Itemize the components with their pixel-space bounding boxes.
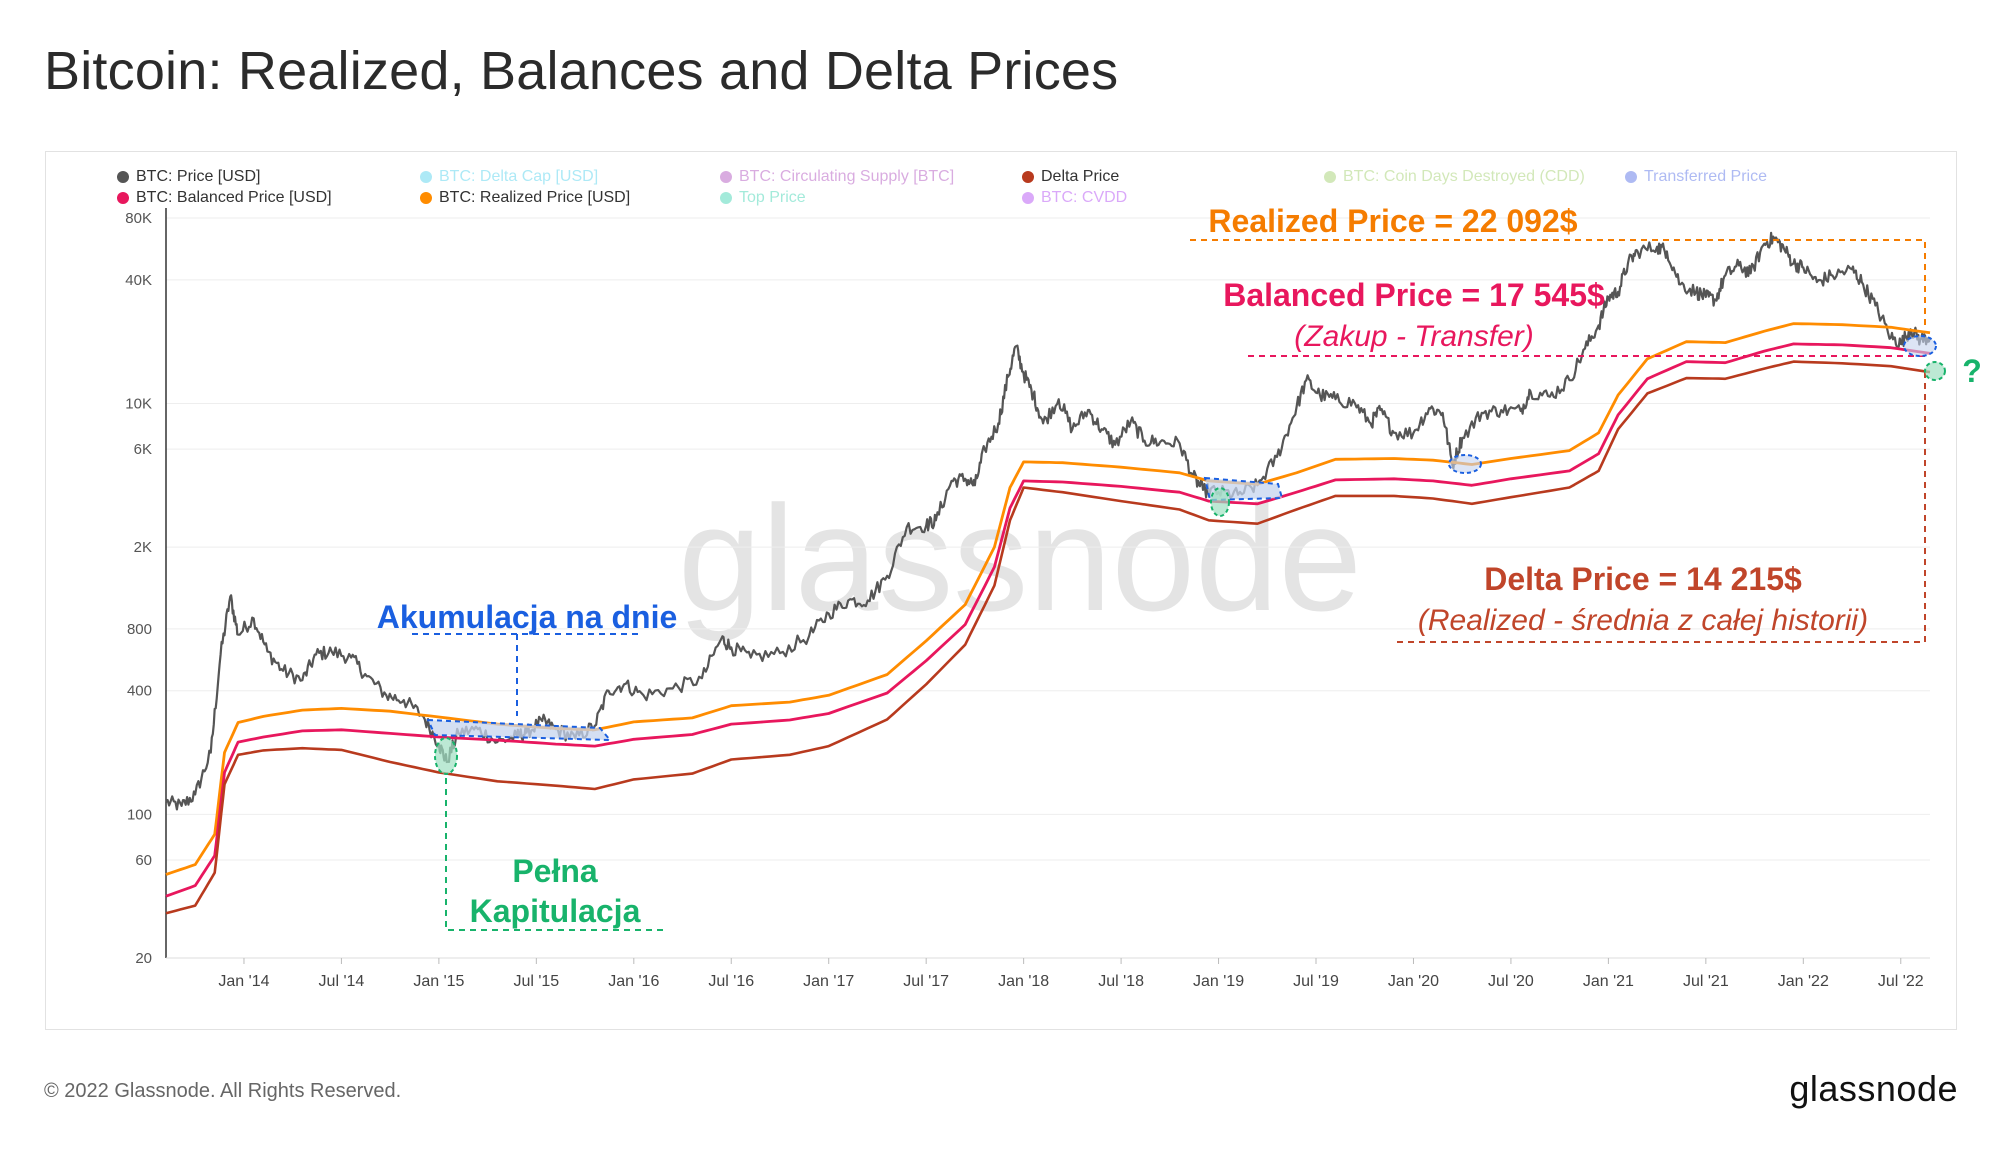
x-tick-label: Jul '14 [319,973,365,990]
chart-frame [45,151,1957,1030]
capitulation-label-line1: Pełna [512,853,598,889]
legend-btc-price[interactable]: BTC: Price [USD] [117,168,260,186]
capitulation-marker [1924,361,1946,381]
accumulation-zone [1448,454,1482,474]
y-tick-label: 60 [135,852,152,869]
page-title: Bitcoin: Realized, Balances and Delta Pr… [44,41,1119,101]
legend-dot-icon [1324,171,1336,183]
y-tick-label: 100 [127,806,152,823]
series-line-btc-realized-price-usd [165,322,1931,876]
legend-dot-icon [1022,171,1034,183]
legend-dot-icon [420,171,432,183]
y-axis: 20 60 100 400 800 2K 6K 10K 40K 80K [125,208,167,967]
y-tick-label: 10K [125,396,152,413]
y-tick-label: 400 [127,683,152,700]
x-tick-label: Jul '17 [903,973,949,990]
legend-cvdd[interactable]: BTC: CVDD [1022,189,1127,207]
accumulation-zone [1903,335,1937,357]
x-tick-label: Jan '16 [608,973,659,990]
x-tick-label: Jan '14 [218,973,269,990]
series-lines [165,231,1932,915]
brand-logo: glassnode [1789,1068,1958,1109]
accumulation-label: Akumulacja na dnie [377,599,678,635]
realized-guide-line [1190,239,1926,330]
series-line-delta-price [165,360,1931,915]
x-axis: Jan '14 Jul '14 Jan '15 Jul '15 Jan '16 Jul '… [166,957,1930,990]
balanced-price-sublabel: (Zakup - Transfer) [1294,320,1534,353]
x-tick-label: Jul '16 [708,973,754,990]
x-tick-label: Jan '22 [1778,973,1829,990]
legend-dot-icon [420,192,432,204]
x-tick-label: Jan '20 [1388,973,1439,990]
x-tick-label: Jul '21 [1683,973,1729,990]
x-tick-label: Jul '18 [1098,973,1144,990]
legend-dot-icon [720,192,732,204]
annotations [412,239,1946,931]
balanced-price-label: Balanced Price = 17 545$ [1223,277,1605,313]
legend-cdd[interactable]: BTC: Coin Days Destroyed (CDD) [1324,168,1585,186]
capitulation-bracket [445,778,668,931]
y-tick-label: 20 [135,950,152,967]
legend-dot-icon [1625,171,1637,183]
legend-dot-icon [117,192,129,204]
capitulation-label-line2: Kapitulacja [470,893,641,929]
realized-price-label: Realized Price = 22 092$ [1208,203,1577,239]
x-tick-label: Jan '19 [1193,973,1244,990]
delta-price-sublabel: (Realized - średnia z całej historii) [1418,604,1868,637]
capitulation-marker [1210,487,1230,517]
legend-realized-price[interactable]: BTC: Realized Price [USD] [420,189,630,207]
x-tick-label: Jul '22 [1878,973,1924,990]
x-tick-label: Jan '15 [413,973,464,990]
y-tick-label: 80K [125,210,152,227]
legend-dot-icon [1022,192,1034,204]
legend-dot-icon [117,171,129,183]
y-tick-label: 6K [134,441,152,458]
x-tick-label: Jul '19 [1293,973,1339,990]
delta-price-label: Delta Price = 14 215$ [1484,561,1802,597]
y-tick-label: 40K [125,272,152,289]
x-tick-label: Jul '20 [1488,973,1534,990]
x-tick-label: Jan '21 [1583,973,1634,990]
x-tick-label: Jan '17 [803,973,854,990]
legend-dot-icon [720,171,732,183]
x-tick-label: Jul '15 [513,973,559,990]
capitulation-marker [434,737,458,775]
copyright-text: © 2022 Glassnode. All Rights Reserved. [44,1080,402,1102]
x-tick-label: Jan '18 [998,973,1049,990]
legend-circulating-supply[interactable]: BTC: Circulating Supply [BTC] [720,168,954,186]
legend-top-price[interactable]: Top Price [720,189,806,207]
y-tick-label: 800 [127,621,152,638]
delta-guide-line [1395,372,1926,643]
question-mark: ? [1962,353,1982,389]
series-line-btc-balanced-price-usd [165,342,1931,898]
legend-balanced-price[interactable]: BTC: Balanced Price [USD] [117,189,332,207]
legend-delta-price[interactable]: Delta Price [1022,168,1119,186]
accumulation-zone [426,718,613,742]
legend-transferred-price[interactable]: Transferred Price [1625,168,1767,186]
legend-delta-cap[interactable]: BTC: Delta Cap [USD] [420,168,598,186]
y-tick-label: 2K [134,539,152,556]
